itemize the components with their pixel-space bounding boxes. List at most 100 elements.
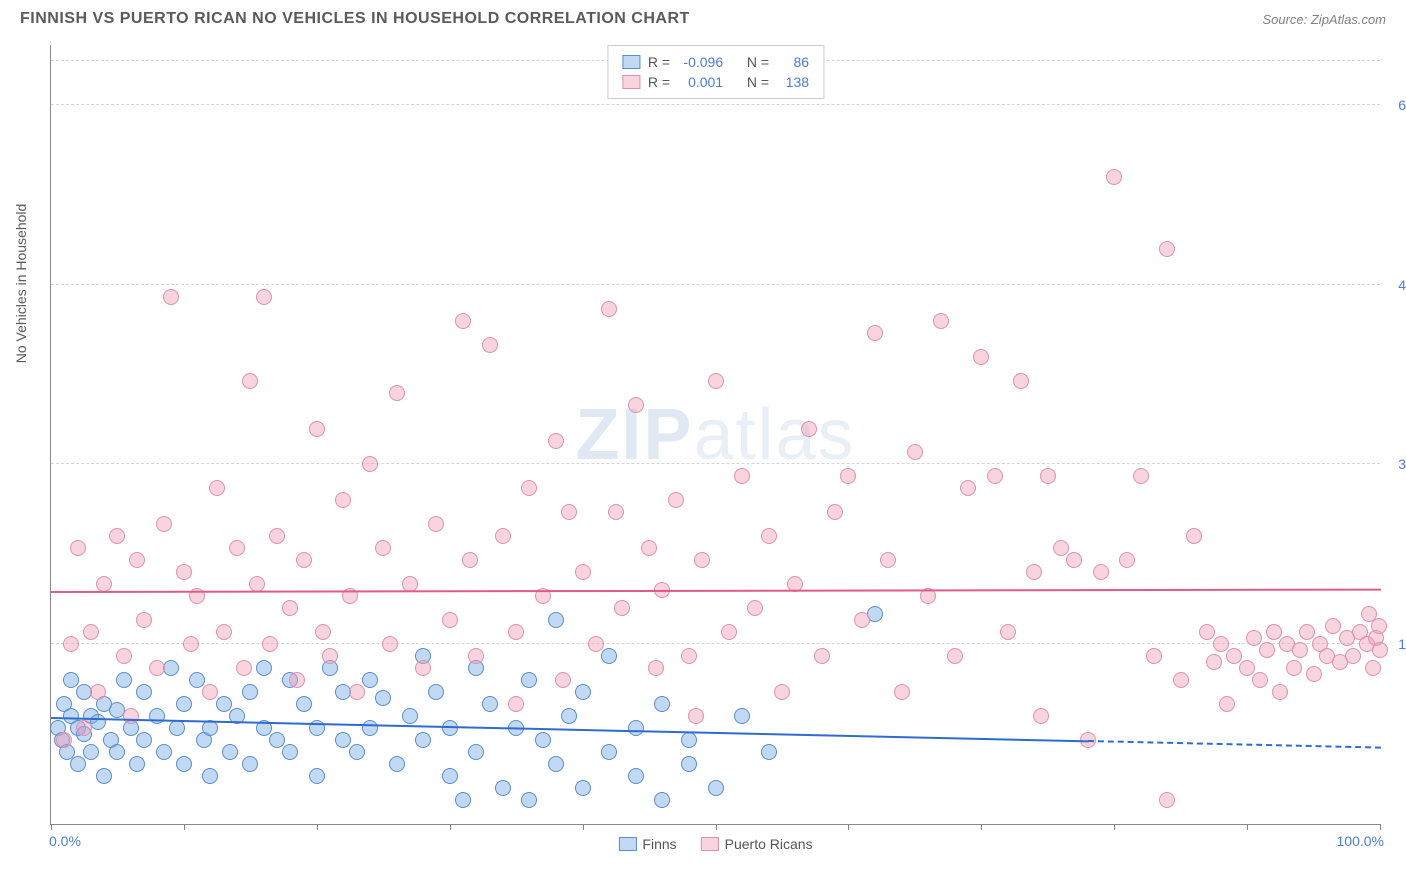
scatter-point [189,672,205,688]
scatter-point [1371,618,1387,634]
scatter-point [894,684,910,700]
scatter-point [96,768,112,784]
scatter-point [521,792,537,808]
scatter-point [156,516,172,532]
scatter-point [521,480,537,496]
scatter-point [1093,564,1109,580]
scatter-point [694,552,710,568]
scatter-point [269,732,285,748]
scatter-point [628,720,644,736]
chart-area: No Vehicles in Household ZIPatlas 15.0%3… [50,45,1380,825]
scatter-point [1146,648,1162,664]
scatter-point [70,756,86,772]
scatter-point [269,528,285,544]
scatter-point [681,756,697,772]
scatter-point [415,660,431,676]
scatter-point [1325,618,1341,634]
scatter-point [116,672,132,688]
scatter-point [1199,624,1215,640]
scatter-point [761,528,777,544]
gridline: 45.0% [51,284,1380,285]
scatter-point [1026,564,1042,580]
scatter-point [1159,241,1175,257]
gridline: 15.0% [51,643,1380,644]
legend-label: Puerto Ricans [725,836,813,852]
scatter-point [801,421,817,437]
gridline: 60.0% [51,104,1380,105]
legend-bottom: FinnsPuerto Ricans [618,836,812,852]
scatter-point [1246,630,1262,646]
stat-r-value: -0.096 [678,54,723,70]
scatter-point [56,732,72,748]
scatter-point [296,552,312,568]
scatter-point [1186,528,1202,544]
scatter-point [262,636,278,652]
scatter-point [575,684,591,700]
chart-title: FINNISH VS PUERTO RICAN NO VEHICLES IN H… [20,10,690,28]
scatter-point [521,672,537,688]
y-tick-label: 45.0% [1388,277,1406,293]
scatter-point [362,672,378,688]
y-tick-label: 30.0% [1388,456,1406,472]
scatter-point [1219,696,1235,712]
scatter-point [1013,373,1029,389]
scatter-point [375,690,391,706]
scatter-point [1173,672,1189,688]
scatter-point [375,540,391,556]
scatter-point [628,397,644,413]
scatter-point [402,708,418,724]
scatter-point [462,552,478,568]
scatter-point [814,648,830,664]
scatter-point [123,708,139,724]
stat-n-value: 138 [777,74,809,90]
stat-n-label: N = [747,74,769,90]
scatter-point [947,648,963,664]
scatter-point [149,708,165,724]
x-tick [1380,824,1381,830]
x-tick [450,824,451,830]
scatter-point [282,744,298,760]
scatter-point [176,756,192,772]
scatter-point [202,684,218,700]
scatter-point [428,516,444,532]
scatter-point [1040,468,1056,484]
scatter-point [1133,468,1149,484]
scatter-point [654,792,670,808]
scatter-point [109,528,125,544]
scatter-point [960,480,976,496]
scatter-point [136,684,152,700]
scatter-point [349,744,365,760]
legend-item: Puerto Ricans [701,836,813,852]
scatter-point [1266,624,1282,640]
scatter-point [468,744,484,760]
stat-n-value: 86 [777,54,809,70]
scatter-point [561,708,577,724]
scatter-point [575,564,591,580]
scatter-point [183,636,199,652]
series-swatch [701,837,719,851]
scatter-point [309,421,325,437]
scatter-point [654,696,670,712]
scatter-point [827,504,843,520]
scatter-point [136,732,152,748]
scatter-point [1239,660,1255,676]
scatter-point [708,780,724,796]
scatter-point [442,768,458,784]
x-tick [1247,824,1248,830]
scatter-point [1119,552,1135,568]
scatter-point [442,612,458,628]
scatter-point [561,504,577,520]
scatter-point [614,600,630,616]
scatter-point [588,636,604,652]
scatter-point [1000,624,1016,640]
scatter-point [222,744,238,760]
scatter-point [721,624,737,640]
scatter-point [1299,624,1315,640]
scatter-point [289,672,305,688]
scatter-point [455,792,471,808]
scatter-point [63,672,79,688]
scatter-point [455,313,471,329]
scatter-point [156,744,172,760]
scatter-point [389,385,405,401]
scatter-point [116,648,132,664]
